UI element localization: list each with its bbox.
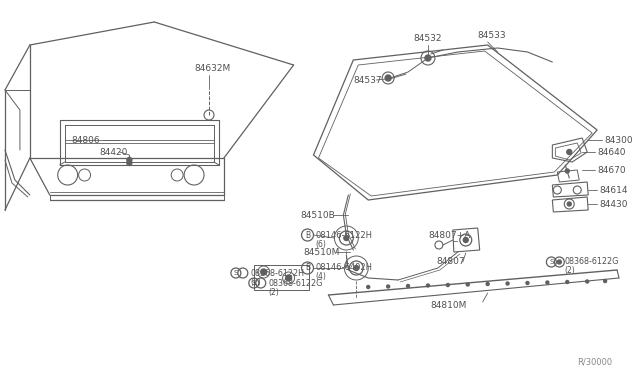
Text: 08368-6122H: 08368-6122H bbox=[251, 269, 305, 278]
Text: (4): (4) bbox=[316, 273, 326, 282]
Text: (2): (2) bbox=[269, 288, 280, 296]
Text: S: S bbox=[234, 270, 238, 276]
Text: 84420: 84420 bbox=[100, 148, 128, 157]
Text: B: B bbox=[305, 231, 310, 240]
Circle shape bbox=[260, 269, 267, 275]
Text: 84806: 84806 bbox=[72, 135, 100, 144]
Text: 84614: 84614 bbox=[599, 186, 628, 195]
Circle shape bbox=[426, 284, 429, 287]
Circle shape bbox=[467, 283, 469, 286]
Circle shape bbox=[367, 285, 370, 289]
Text: 84300: 84300 bbox=[604, 135, 633, 144]
Circle shape bbox=[486, 282, 489, 285]
Circle shape bbox=[463, 237, 468, 243]
Text: 84430: 84430 bbox=[599, 199, 628, 208]
Text: (2): (2) bbox=[251, 278, 262, 286]
Text: 84807+A: 84807+A bbox=[428, 231, 470, 240]
Circle shape bbox=[425, 55, 431, 61]
Text: 84810M: 84810M bbox=[430, 301, 467, 310]
Circle shape bbox=[385, 75, 391, 81]
Text: 84632M: 84632M bbox=[194, 64, 230, 73]
Text: 08146-6122H: 08146-6122H bbox=[316, 231, 372, 240]
Text: 84640: 84640 bbox=[597, 148, 626, 157]
Circle shape bbox=[506, 282, 509, 285]
Circle shape bbox=[526, 282, 529, 285]
Circle shape bbox=[566, 280, 569, 283]
Circle shape bbox=[127, 160, 132, 166]
Text: 84532: 84532 bbox=[413, 33, 442, 42]
Circle shape bbox=[354, 266, 359, 270]
Text: (6): (6) bbox=[316, 240, 326, 248]
Circle shape bbox=[604, 279, 607, 283]
Circle shape bbox=[127, 157, 132, 163]
Text: 08146-6402H: 08146-6402H bbox=[316, 263, 372, 273]
Text: 84510M: 84510M bbox=[303, 247, 340, 257]
Text: 84807: 84807 bbox=[436, 257, 465, 266]
Circle shape bbox=[586, 280, 589, 283]
Text: S: S bbox=[549, 259, 554, 265]
Circle shape bbox=[546, 281, 549, 284]
Circle shape bbox=[387, 285, 390, 288]
Text: R/30000: R/30000 bbox=[577, 357, 612, 366]
Text: S: S bbox=[252, 280, 256, 286]
Circle shape bbox=[557, 260, 561, 264]
Text: 08368-6122G: 08368-6122G bbox=[269, 279, 323, 288]
Circle shape bbox=[344, 235, 349, 241]
Circle shape bbox=[446, 283, 449, 286]
Circle shape bbox=[567, 202, 572, 206]
Text: 08368-6122G: 08368-6122G bbox=[564, 257, 619, 266]
Circle shape bbox=[565, 169, 569, 173]
Circle shape bbox=[406, 285, 410, 288]
Circle shape bbox=[285, 275, 292, 281]
Text: 84510B: 84510B bbox=[301, 211, 335, 219]
Text: (2): (2) bbox=[564, 266, 575, 276]
Text: 84533: 84533 bbox=[477, 31, 506, 39]
Text: B: B bbox=[305, 263, 310, 273]
Circle shape bbox=[567, 150, 572, 154]
Text: 84670: 84670 bbox=[597, 166, 626, 174]
Text: 84537: 84537 bbox=[353, 76, 382, 84]
